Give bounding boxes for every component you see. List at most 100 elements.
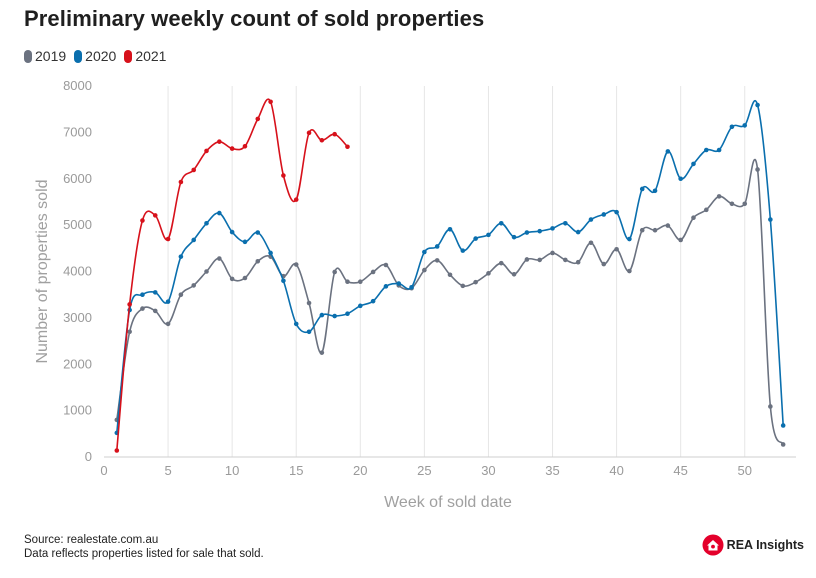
data-point-2019-week-4 [152, 308, 158, 314]
data-point-2019-week-9 [217, 256, 222, 261]
data-point-2020-week-33 [524, 230, 530, 235]
data-point-2020-week-34 [537, 228, 543, 234]
data-point-2019-week-22 [383, 262, 389, 268]
data-point-2019-week-46 [691, 215, 696, 221]
chart-title: Preliminary weekly count of sold propert… [24, 6, 485, 31]
data-point-2019-week-44 [665, 223, 671, 228]
data-point-2020-week-17 [319, 312, 325, 318]
data-point-2019-week-28 [460, 283, 466, 289]
data-point-2021-week-5 [165, 236, 171, 242]
data-point-2019-week-27 [447, 272, 453, 278]
brand-logo: REA Insights [702, 534, 804, 556]
data-point-2019-week-33 [524, 257, 530, 262]
x-tick-label-45: 45 [673, 463, 687, 478]
data-point-2020-week-10 [229, 229, 235, 235]
data-point-2020-week-6 [178, 254, 184, 259]
data-point-2020-week-14 [281, 278, 286, 284]
data-point-2020-week-7 [191, 237, 197, 243]
data-point-2021-week-9 [217, 139, 222, 144]
series-line-2021 [116, 98, 349, 451]
data-point-2019-week-43 [652, 227, 658, 233]
data-point-2020-week-32 [511, 234, 517, 240]
data-point-2019-week-38 [588, 240, 594, 246]
data-point-2021-week-14 [281, 173, 286, 178]
y-axis-label: Number of properties sold [34, 179, 51, 363]
series-2021 [114, 98, 350, 453]
data-point-2020-week-29 [473, 236, 478, 241]
data-note: Data reflects properties listed for sale… [24, 548, 264, 560]
data-point-2020-week-40 [614, 209, 619, 215]
data-point-2020-week-53 [780, 423, 786, 428]
series-line-2020 [116, 100, 784, 433]
data-point-2021-week-18 [332, 131, 337, 137]
data-point-2019-week-37 [575, 259, 581, 265]
data-point-2021-week-11 [242, 143, 248, 149]
data-point-2020-week-38 [588, 217, 594, 222]
data-point-2020-week-30 [486, 232, 491, 238]
data-point-2019-week-12 [255, 258, 261, 264]
x-tick-label-5: 5 [164, 463, 171, 478]
x-axis-label: Week of sold date [384, 494, 512, 511]
legend-item-2019[interactable]: 2019 [24, 48, 66, 64]
data-point-2020-week-47 [703, 147, 709, 153]
y-tick-label-0: 0 [85, 449, 92, 464]
x-tick-label-35: 35 [545, 463, 559, 478]
data-point-2019-week-29 [473, 279, 478, 285]
x-tick-label-15: 15 [289, 463, 303, 478]
data-point-2019-week-18 [332, 269, 337, 275]
data-point-2021-week-13 [268, 99, 273, 105]
data-point-2021-week-7 [191, 167, 197, 173]
data-point-2019-week-10 [229, 276, 235, 282]
data-point-2019-week-42 [639, 227, 645, 233]
data-point-2020-week-50 [742, 123, 748, 128]
series-2020 [114, 100, 786, 436]
data-point-2019-week-26 [434, 258, 440, 263]
legend-swatch-2019 [24, 49, 32, 63]
x-tick-label-0: 0 [100, 463, 107, 478]
data-point-2019-week-5 [165, 321, 171, 327]
y-tick-label-4000: 4000 [63, 264, 92, 279]
data-point-2020-week-52 [768, 217, 773, 222]
data-point-2019-week-51 [755, 167, 760, 172]
data-point-2019-week-15 [293, 262, 299, 267]
data-point-2019-week-11 [242, 275, 248, 281]
data-point-2020-week-39 [601, 212, 607, 217]
data-point-2020-week-49 [729, 124, 735, 130]
series-line-2019 [116, 158, 784, 445]
x-tick-label-10: 10 [225, 463, 239, 478]
data-point-2019-week-21 [370, 269, 376, 275]
legend-item-2021[interactable]: 2021 [124, 48, 166, 64]
data-point-2019-week-8 [204, 269, 209, 274]
legend-swatch-2020 [74, 49, 83, 63]
data-point-2020-week-5 [165, 299, 171, 304]
data-point-2019-week-2 [127, 329, 132, 335]
x-tick-label-50: 50 [738, 463, 752, 478]
data-point-2019-week-17 [319, 350, 325, 355]
data-point-2019-week-45 [678, 237, 683, 243]
legend-item-2020[interactable]: 2020 [74, 48, 116, 64]
data-point-2020-week-8 [204, 220, 209, 226]
data-point-2020-week-37 [575, 229, 581, 235]
legend-label-2021: 2021 [135, 48, 167, 64]
data-point-2019-week-7 [191, 283, 197, 288]
data-point-2020-week-24 [409, 284, 414, 290]
data-point-2019-week-52 [768, 404, 773, 409]
data-point-2019-week-25 [422, 267, 427, 273]
y-tick-label-3000: 3000 [63, 310, 92, 325]
data-point-2019-week-35 [550, 250, 555, 256]
legend: 2019 2020 2021 [24, 48, 166, 64]
data-point-2020-week-48 [716, 147, 722, 153]
data-point-2021-week-4 [152, 213, 158, 218]
data-point-2020-week-9 [217, 210, 222, 216]
data-point-2020-week-22 [383, 284, 389, 289]
data-point-2019-week-48 [716, 194, 722, 199]
data-point-2021-week-12 [255, 116, 261, 122]
data-point-2020-week-35 [550, 226, 555, 231]
data-point-2020-week-20 [357, 303, 363, 309]
data-point-2020-week-46 [691, 161, 696, 167]
data-point-2019-week-6 [178, 292, 184, 297]
x-tick-label-30: 30 [481, 463, 495, 478]
data-point-2020-week-41 [627, 236, 632, 242]
data-point-2019-week-36 [563, 257, 568, 263]
data-point-2019-week-32 [511, 271, 517, 277]
